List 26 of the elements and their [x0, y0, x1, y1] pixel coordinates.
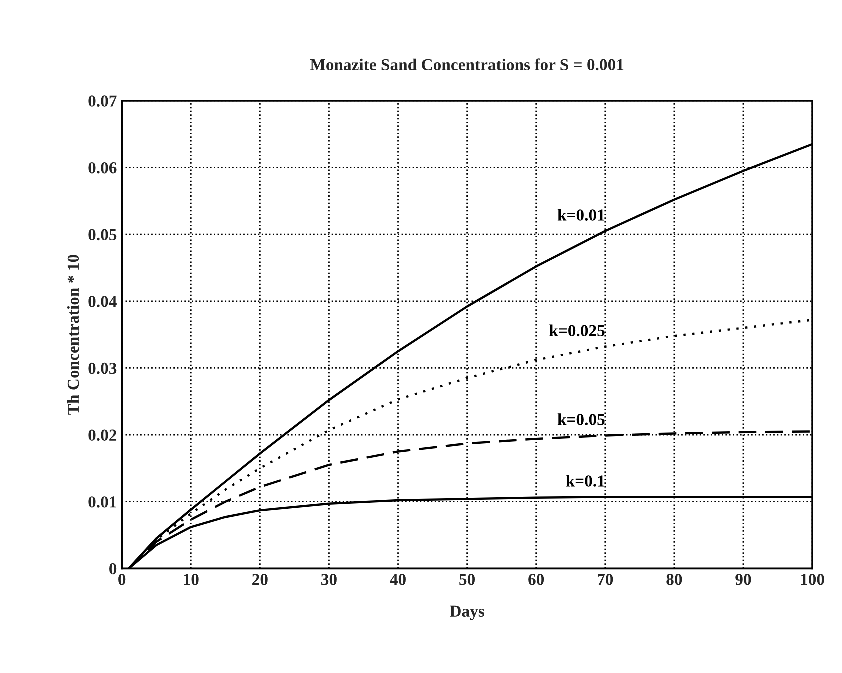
series-label: k=0.025 [550, 324, 605, 337]
x-tick-label: 30 [322, 574, 337, 586]
x-tick-label: 60 [528, 574, 544, 586]
x-tick-label: 100 [801, 574, 824, 586]
x-tick-label: 90 [736, 574, 752, 586]
y-tick-label: 0.01 [88, 496, 116, 508]
series-label: k=0.1 [566, 475, 605, 487]
x-tick-label: 0 [118, 574, 126, 586]
x-tick-label: 80 [666, 574, 682, 586]
y-tick-label: 0.05 [88, 229, 117, 241]
x-tick-label: 10 [184, 574, 199, 586]
y-tick-label: 0.04 [88, 296, 117, 308]
chart-title: Monazite Sand Concentrations for S = 0.001 [310, 58, 624, 71]
series-label: k=0.05 [558, 414, 605, 426]
y-tick-label: 0.07 [88, 96, 117, 107]
series-label: k=0.01 [558, 209, 605, 221]
x-axis-title: Days [450, 606, 484, 620]
y-axis-title: Th Concentration * 10 [67, 255, 80, 415]
x-tick-label: 20 [252, 574, 268, 586]
y-tick-label: 0 [110, 563, 117, 575]
y-tick-label: 0.02 [88, 430, 117, 442]
x-tick-label: 70 [598, 574, 614, 586]
x-tick-label: 50 [460, 574, 476, 586]
y-tick-label: 0.06 [88, 162, 117, 174]
y-tick-label: 0.03 [88, 362, 117, 374]
x-tick-label: 40 [390, 574, 406, 586]
